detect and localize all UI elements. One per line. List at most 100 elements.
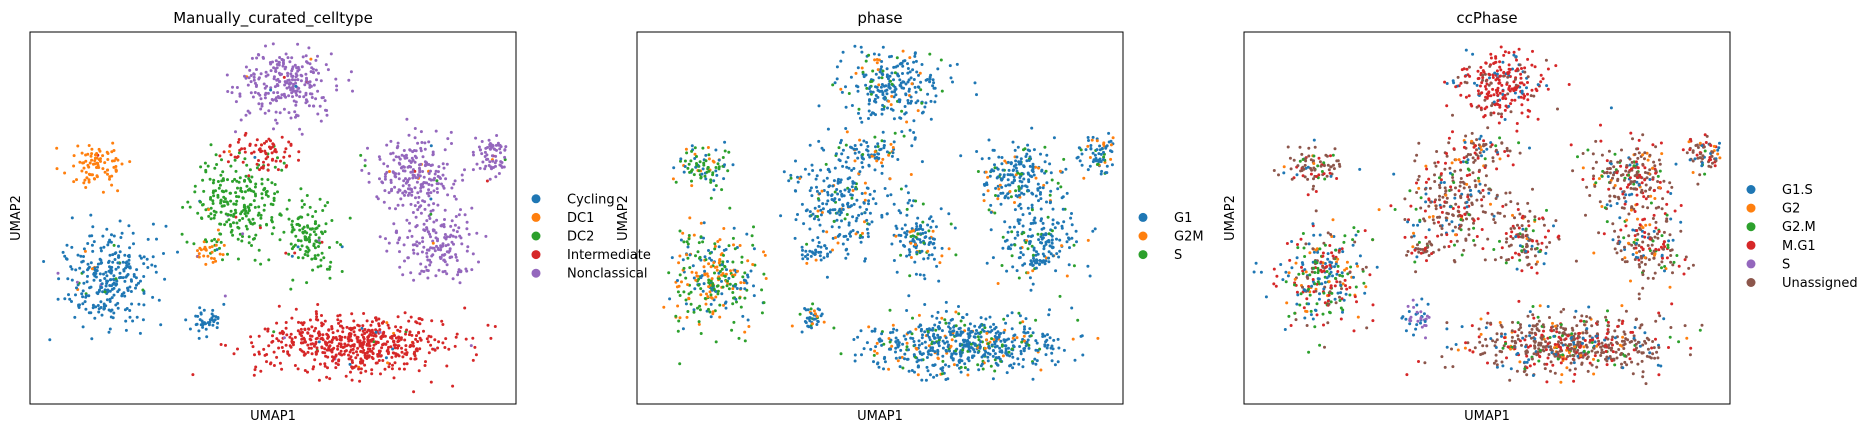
data-point [1043,160,1047,164]
data-point [708,256,712,260]
data-point [916,373,920,377]
data-point [1323,280,1327,284]
data-point [290,78,294,82]
data-point [96,262,100,266]
data-point [872,353,876,357]
data-point [832,219,836,223]
data-point [1326,321,1330,325]
data-point [209,143,213,147]
data-point [291,95,294,99]
data-point [1048,336,1052,340]
data-point [1305,324,1309,327]
data-point [1317,297,1321,301]
data-point [743,296,747,300]
data-point [993,369,997,373]
data-point [413,357,417,361]
data-point [1252,270,1256,274]
data-point [1011,355,1015,359]
data-point [326,68,330,72]
data-point [443,253,447,256]
data-point [293,110,297,114]
data-point [272,364,276,367]
data-point [887,153,891,157]
data-point [1095,148,1099,152]
data-point [878,89,882,93]
data-point [90,243,94,247]
data-point [80,151,84,155]
data-point [1323,301,1327,305]
data-point [69,265,73,269]
data-point [860,120,864,124]
data-point [1327,280,1331,284]
data-point [298,348,302,351]
data-point [1019,162,1023,166]
data-point [966,373,970,377]
data-point [433,348,437,352]
data-point [265,84,269,88]
data-point [221,170,225,174]
data-point [980,355,984,359]
data-point [923,277,927,281]
data-point [381,359,385,362]
data-point [255,162,259,166]
data-point [296,78,300,82]
data-point [314,227,318,231]
data-point [494,143,498,147]
data-point [1287,314,1291,318]
data-point [372,340,376,344]
data-point [290,91,294,95]
data-point [411,341,415,344]
data-point [1016,233,1020,237]
data-point [188,205,192,209]
data-point [688,266,692,270]
data-point [473,345,477,349]
data-point [310,96,314,99]
data-point [889,103,893,107]
data-point [383,177,387,181]
data-point [928,52,932,56]
data-point [863,191,867,195]
data-point [120,294,124,298]
data-point [1489,52,1493,56]
data-point [1318,292,1321,296]
data-point [909,95,913,99]
data-point [723,163,726,167]
data-point [378,330,382,334]
data-point [934,328,938,332]
data-point [1295,256,1299,260]
data-point [116,306,120,310]
data-point [418,322,422,326]
data-point [98,272,102,276]
data-point [861,231,864,235]
data-point [900,355,904,359]
data-point [427,194,431,198]
data-point [793,189,797,193]
data-point [1467,65,1471,69]
data-point [928,236,932,240]
data-point [678,316,682,320]
legend-marker [531,212,541,222]
data-point [837,225,841,229]
data-point [195,322,199,326]
data-point [95,291,99,295]
data-point [967,342,971,346]
data-point [276,91,280,95]
data-point [346,337,350,341]
data-point [1077,146,1081,150]
data-point [245,227,249,231]
data-point [425,161,429,165]
y-axis-label: UMAP2 [9,195,24,241]
data-point [1070,223,1074,227]
data-point [1329,286,1333,290]
data-point [213,166,217,170]
data-point [812,217,816,221]
data-point [368,333,372,337]
data-point [303,83,307,87]
data-point [853,144,857,147]
data-point [313,222,317,226]
data-point [699,221,703,225]
data-point [314,342,317,346]
data-point [996,175,1000,179]
data-point [685,253,689,257]
data-point [967,359,971,363]
